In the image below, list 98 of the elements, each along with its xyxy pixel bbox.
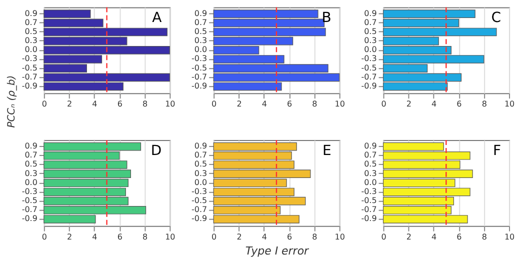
y-tick-label: -0.7 — [22, 205, 38, 214]
x-tick-label: 10 — [165, 100, 176, 109]
y-tick-label: 0.3 — [24, 36, 38, 46]
y-tick-label: 0.7 — [194, 150, 208, 160]
y-tick-label: 0.7 — [194, 18, 208, 27]
y-tick-label: -0.9 — [22, 214, 38, 224]
y-tick-label: 0.5 — [364, 160, 377, 169]
y-tick-label: 0.3 — [24, 168, 38, 178]
x-tick-label: 8 — [142, 100, 148, 109]
annotation: D — [150, 142, 162, 159]
x-tick-label: 0 — [381, 232, 386, 242]
x-tick-label: 0 — [212, 100, 217, 109]
x-tick-label: 10 — [334, 232, 345, 242]
y-tick-label: 0.5 — [194, 160, 208, 169]
x-tick-label: 0 — [212, 232, 217, 242]
y-tick-label: -0.9 — [361, 81, 377, 90]
y-tick-label: 0.3 — [364, 168, 377, 178]
x-tick-label: 2 — [236, 100, 242, 109]
y-tick-label: 0.7 — [24, 150, 38, 160]
annotation: A — [152, 10, 162, 26]
x-tick-label: 0 — [42, 100, 47, 109]
y-tick-label: -0.5 — [22, 196, 38, 206]
x-tick-label: 2 — [406, 232, 412, 242]
y-tick-label: 0.9 — [364, 142, 377, 151]
y-tick-label: 0.9 — [24, 142, 38, 151]
x-tick-label: 2 — [67, 232, 72, 242]
y-tick-label: -0.7 — [192, 205, 208, 214]
y-tick-label: 0.9 — [24, 8, 38, 18]
x-tick-label: 2 — [67, 100, 72, 109]
x-tick-label: 8 — [312, 100, 318, 109]
annotation: F — [492, 142, 502, 159]
x-tick-label: 8 — [142, 232, 148, 242]
y-tick-label: 0.5 — [24, 160, 38, 169]
y-tick-label: -0.7 — [192, 72, 208, 82]
x-tick-label: 6 — [456, 232, 462, 242]
y-tick-label: -0.7 — [361, 72, 377, 82]
y-tick-label: 0.7 — [364, 150, 377, 160]
x-tick-label: 6 — [287, 232, 292, 242]
y-tick-label: -0.7 — [22, 72, 38, 82]
x-tick-label: 2 — [406, 100, 412, 109]
x-tick-label: 6 — [287, 100, 292, 109]
x-tick-label: 0 — [42, 232, 47, 242]
y-tick-label: 0.0 — [24, 45, 38, 54]
x-tick-label: 8 — [312, 232, 318, 242]
y-tick-label: 0.5 — [24, 26, 38, 36]
y-tick-label: -0.5 — [192, 63, 208, 72]
x-tick-label: 8 — [482, 100, 487, 109]
y-tick-label: 0.7 — [364, 18, 377, 27]
y-tick-label: 0.3 — [194, 168, 208, 178]
y-tick-label: -0.5 — [192, 196, 208, 206]
y-tick-label: 0.7 — [24, 18, 38, 27]
annotation: C — [491, 10, 502, 26]
y-tick-label: -0.9 — [361, 214, 377, 224]
y-tick-label: -0.3 — [361, 54, 377, 64]
y-tick-label: 0.0 — [194, 45, 208, 54]
y-tick-label: -0.3 — [192, 186, 208, 196]
x-tick-label: 6 — [117, 100, 122, 109]
x-tick-label: 4 — [92, 100, 98, 109]
y-tick-label: -0.3 — [22, 186, 38, 196]
y-axis-title: PCCₙ (ρ_b) — [6, 75, 18, 128]
y-tick-label: -0.3 — [22, 54, 38, 64]
y-tick-label: -0.7 — [361, 205, 377, 214]
y-tick-label: 0.0 — [24, 178, 38, 187]
y-tick-label: 0.0 — [194, 178, 208, 187]
x-tick-label: 10 — [334, 100, 345, 109]
y-tick-label: 0.3 — [194, 36, 208, 46]
y-tick-label: -0.5 — [22, 63, 38, 72]
y-tick-label: -0.5 — [361, 196, 377, 206]
x-tick-label: 10 — [504, 232, 515, 242]
y-tick-label: 0.9 — [194, 8, 208, 18]
x-tick-label: 0 — [381, 100, 386, 109]
y-tick-label: -0.5 — [361, 63, 377, 72]
y-tick-label: -0.9 — [22, 81, 38, 90]
x-tick-label: 4 — [262, 232, 267, 242]
x-tick-label: 4 — [262, 100, 267, 109]
x-axis-title: Type I error — [245, 244, 310, 258]
y-tick-label: -0.9 — [192, 214, 208, 224]
y-tick-label: -0.3 — [361, 186, 377, 196]
x-tick-label: 4 — [432, 100, 437, 109]
x-tick-label: 8 — [482, 232, 487, 242]
x-tick-label: 6 — [456, 100, 462, 109]
annotation: B — [322, 10, 332, 26]
x-tick-label: 10 — [165, 232, 176, 242]
y-tick-label: 0.5 — [364, 26, 377, 36]
y-tick-label: 0.9 — [364, 8, 377, 18]
annotation: E — [322, 142, 332, 159]
y-tick-label: 0.3 — [364, 36, 377, 46]
x-tick-label: 2 — [236, 232, 242, 242]
x-tick-label: 4 — [92, 232, 98, 242]
y-tick-label: 0.0 — [364, 178, 377, 187]
y-tick-label: 0.9 — [194, 142, 208, 151]
y-tick-label: -0.9 — [192, 81, 208, 90]
y-tick-label: 0.5 — [194, 26, 208, 36]
y-tick-label: -0.3 — [192, 54, 208, 64]
x-tick-label: 10 — [504, 100, 515, 109]
y-tick-label: 0.0 — [364, 45, 377, 54]
x-tick-label: 4 — [432, 232, 437, 242]
x-tick-label: 6 — [117, 232, 122, 242]
